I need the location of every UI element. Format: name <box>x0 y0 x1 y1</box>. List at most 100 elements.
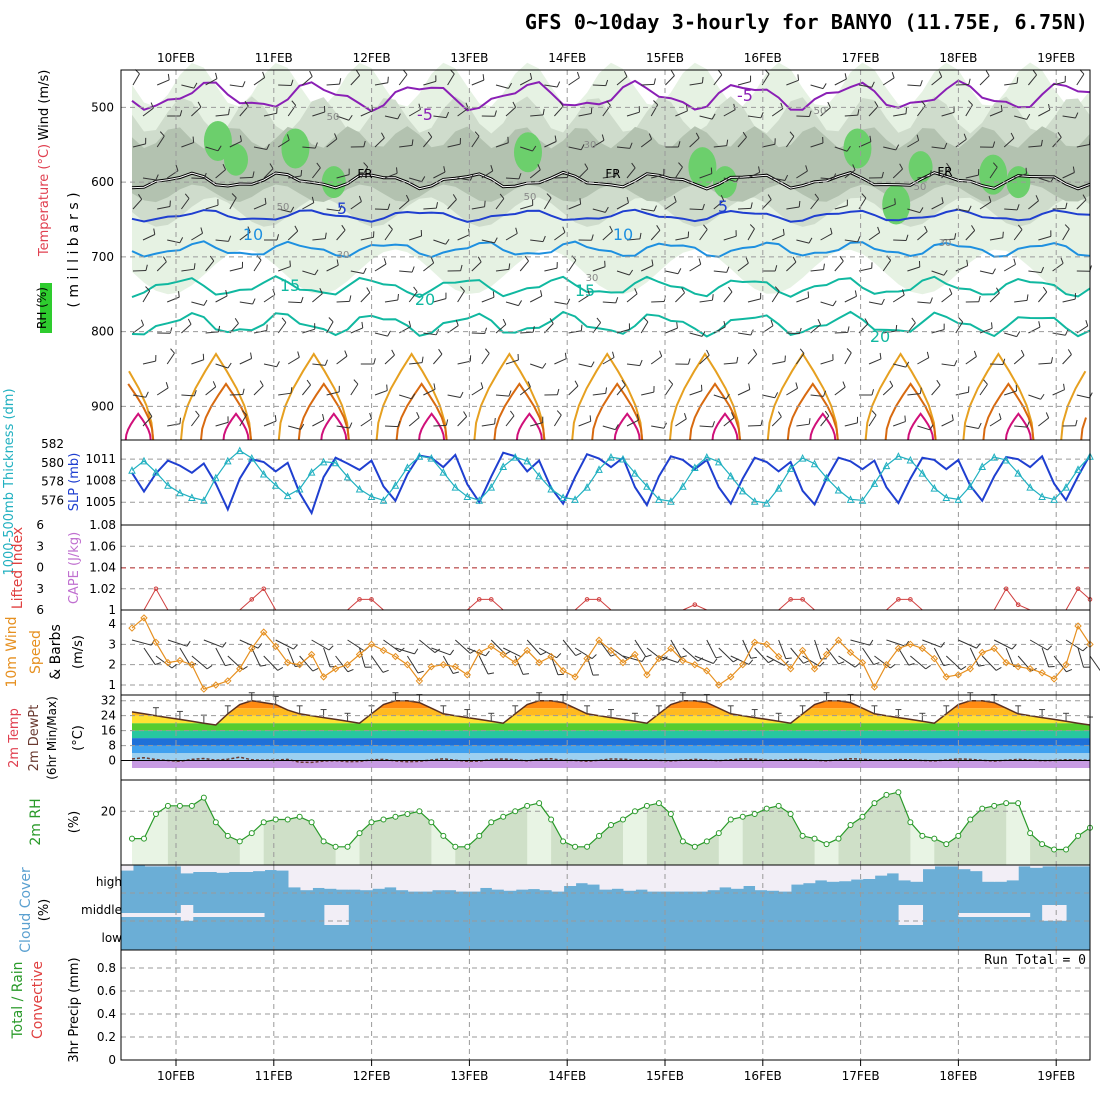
wind-marker <box>487 642 495 651</box>
wind-barb-flag <box>783 660 789 666</box>
wind-barb <box>979 75 990 86</box>
thickness-marker <box>427 453 436 462</box>
cloud-high-gap <box>826 865 840 882</box>
wind-marker <box>415 677 424 685</box>
cape-marker <box>1075 586 1081 592</box>
wind-barb <box>423 207 437 210</box>
wind-barb <box>215 295 228 303</box>
wind-marker <box>583 654 591 663</box>
wind-barb <box>519 260 529 272</box>
cloud-high-gap <box>814 865 828 881</box>
wind-barb-flag <box>890 663 896 669</box>
wind-barb <box>408 291 418 303</box>
wind-barb <box>1028 394 1041 400</box>
contour-warm <box>907 412 935 441</box>
wind-barb-flag <box>445 238 450 245</box>
top-date-label: 19FEB <box>1037 51 1075 65</box>
wind-barb <box>592 322 602 334</box>
wind-barb <box>205 331 219 334</box>
wind-barb <box>312 293 323 303</box>
rh-marker <box>464 843 471 850</box>
wind-10m-panel: 4 3 2 1 10m Wind Speed & Barbs (m/s) <box>4 609 1100 696</box>
cape-marker <box>488 597 494 602</box>
temp-band <box>132 745 1090 754</box>
wind-barb <box>723 362 737 365</box>
pressure-axis-label: ( m i l l i b a r s ) <box>66 192 82 307</box>
thickness-line <box>131 449 1091 504</box>
wind-barb <box>408 417 420 427</box>
wind-barb <box>834 331 848 334</box>
wind-barb <box>796 239 810 244</box>
cloud-high-gap <box>587 865 601 885</box>
wind-barb <box>302 146 316 149</box>
wind-barb-flag <box>808 110 812 117</box>
rh-marker <box>787 811 794 818</box>
wind-barb-flag <box>621 379 626 386</box>
wind-barb-flag <box>452 194 457 200</box>
rh-marker <box>260 819 267 826</box>
wind-barb <box>893 363 906 368</box>
wind-barb <box>723 291 733 303</box>
wind-barb <box>737 389 750 396</box>
wind-barb-flag <box>832 300 837 307</box>
wind-barb <box>834 205 848 210</box>
wind-barb-flag <box>231 193 237 199</box>
wind-barb-flag <box>623 70 628 77</box>
wind-barb-flag <box>387 203 391 210</box>
wind-barb <box>530 422 543 427</box>
wind-marker <box>1062 660 1070 669</box>
wind-barb-flag <box>480 382 484 389</box>
wind-barb <box>1052 389 1065 396</box>
cloud-high-gap <box>360 865 373 891</box>
wind-barb-flag <box>988 196 992 203</box>
wind-barb <box>142 416 153 427</box>
wind-barb-flag <box>169 327 173 334</box>
wind-barb <box>336 115 350 121</box>
wind-barb <box>1004 82 1018 86</box>
thickness-marker <box>906 455 915 464</box>
cape-marker <box>476 597 482 602</box>
wind-barb-flag <box>260 664 267 667</box>
rh-label: 30 <box>584 140 597 151</box>
wind-barb-flag <box>579 198 582 205</box>
thickness-marker <box>738 486 747 495</box>
wind-barb <box>568 259 577 272</box>
wind-barb-flag <box>648 133 653 140</box>
wind-barb-flag <box>187 318 192 325</box>
wind-barb <box>350 270 364 274</box>
contour-5 <box>131 208 1091 223</box>
wind-barb <box>718 647 734 663</box>
wind-barb <box>578 420 591 427</box>
wind-barb <box>1038 362 1052 365</box>
wind-barb <box>616 384 626 396</box>
wind-barb <box>520 331 534 334</box>
cloud-mid-gap <box>336 905 349 925</box>
wind-barb-flag <box>1002 358 1006 365</box>
wind-speed-line <box>131 616 1091 690</box>
wind-barb <box>1038 417 1049 427</box>
wind-barb <box>737 207 752 210</box>
wind-barb-flag <box>291 100 297 106</box>
rh-marker <box>500 813 507 820</box>
thickness-marker <box>247 453 256 462</box>
thickness-marker <box>870 479 879 487</box>
cloud-high-gap <box>958 865 971 870</box>
wind-marker <box>475 648 483 657</box>
wind-barb-flag <box>397 113 401 120</box>
wind-marker <box>260 628 268 636</box>
wind-barb <box>336 425 350 429</box>
rh-marker <box>344 843 351 850</box>
wind-barb-flag <box>145 286 151 292</box>
wind-marker <box>798 646 807 655</box>
wind-barb <box>433 353 443 365</box>
wind-barb <box>336 174 350 179</box>
wind-barb <box>253 146 267 150</box>
wind-barb <box>132 73 140 86</box>
wind-barb-flag <box>905 107 908 114</box>
wind-barb <box>132 143 146 148</box>
wind-barb <box>239 358 252 365</box>
wind-barb-flag <box>636 414 640 421</box>
wind-barb <box>167 639 188 647</box>
wind-barb-flag <box>306 379 311 386</box>
cloud-high-gap <box>252 865 266 872</box>
